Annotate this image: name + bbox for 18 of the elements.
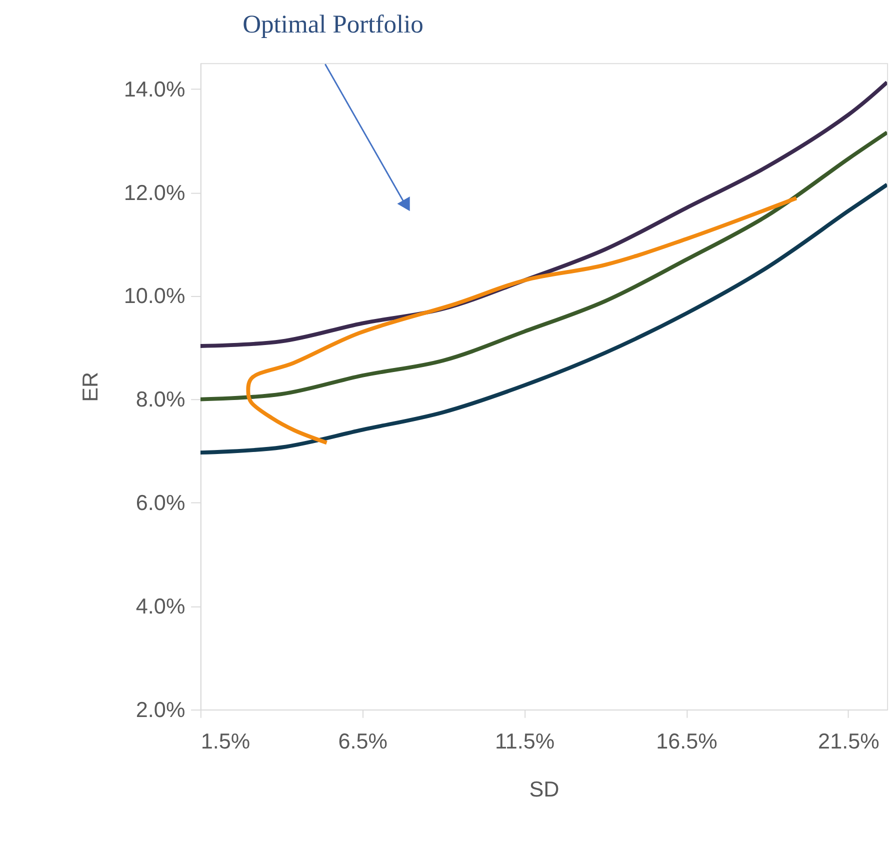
line-series (246, 196, 798, 445)
line-series (200, 182, 888, 455)
y-tick-label: 4.0% (136, 593, 186, 618)
y-tick-label: 6.0% (136, 490, 186, 516)
y-tick-label: 14.0% (124, 76, 186, 102)
x-tick-label: 6.5% (338, 728, 388, 754)
line-series (200, 130, 888, 402)
x-axis-title: SD (529, 776, 560, 802)
y-axis-title: ER (77, 372, 102, 402)
x-tick-label: 11.5% (494, 728, 555, 754)
x-tick-label: 1.5% (200, 728, 250, 754)
x-tick-label: 21.5% (818, 728, 880, 754)
y-tick-label: 12.0% (124, 180, 186, 205)
y-tick-label: 10.0% (124, 283, 186, 308)
y-tick-label: 2.0% (136, 696, 186, 722)
x-tick-label: 16.5% (656, 728, 718, 754)
text: Optimal Portfolio (242, 10, 424, 39)
y-tick-label: 8.0% (136, 386, 186, 412)
